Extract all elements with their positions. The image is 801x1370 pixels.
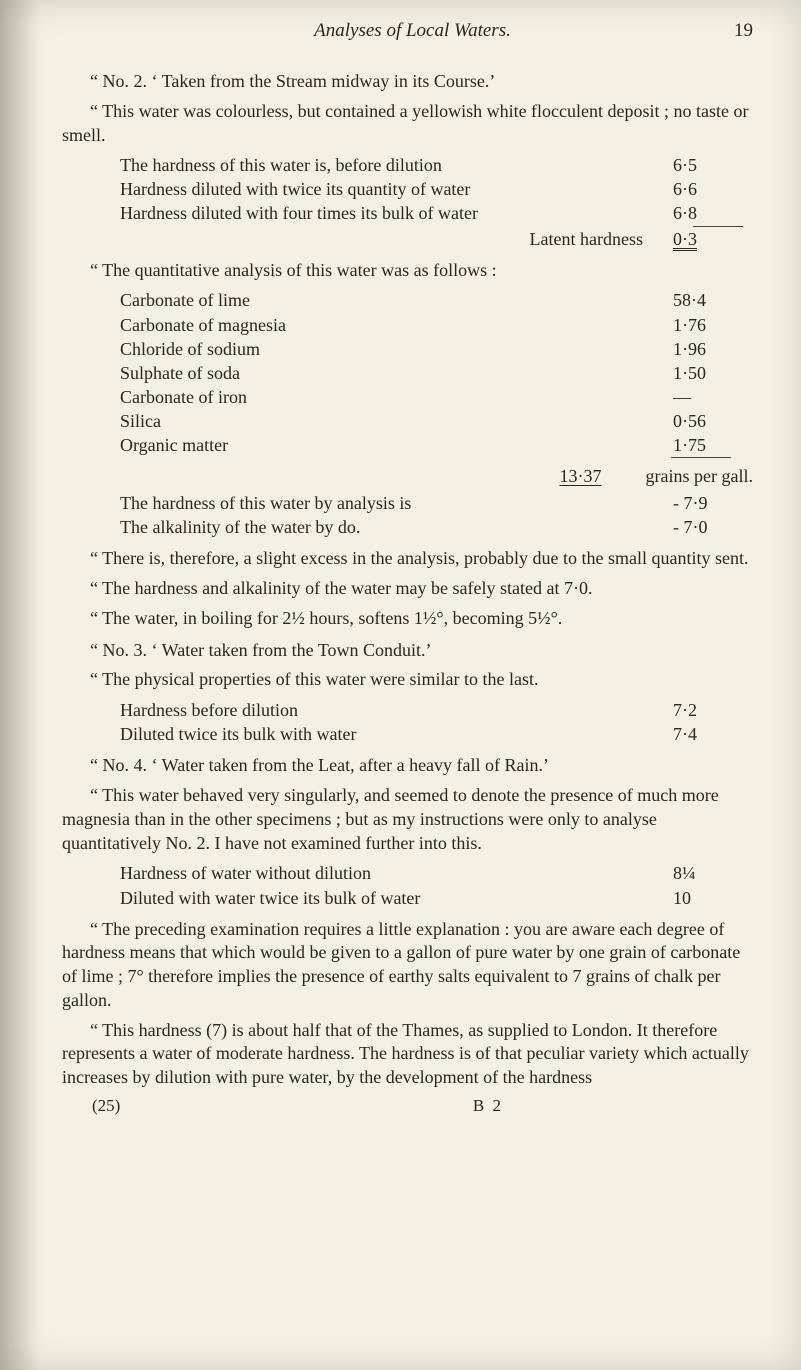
foot-left: (25) [92, 1096, 120, 1116]
row-value: 10 [673, 886, 753, 910]
row-label: Silica [120, 409, 673, 433]
row-label: Hardness diluted with four times its bul… [120, 201, 673, 225]
row-label: Diluted twice its bulk with water [120, 722, 673, 746]
list-row: Diluted twice its bulk with water7·4 [120, 722, 753, 746]
row-value: - 7·9 [673, 491, 753, 515]
row-value: 8¼ [673, 861, 753, 885]
row-value: — [673, 385, 753, 409]
para: “ There is, therefore, a slight excess i… [62, 547, 753, 571]
hardness-list-no2: The hardness of this water is, before di… [120, 153, 753, 250]
section-heading-no2: “ No. 2. ‘ Taken from the Stream midway … [62, 70, 753, 94]
list-row: Carbonate of lime58·4 [120, 288, 753, 312]
list-row: The hardness of this water is, before di… [120, 153, 753, 177]
row-label: The alkalinity of the water by do. [120, 515, 673, 539]
row-label: The hardness of this water by analysis i… [120, 491, 673, 515]
row-label: Sulphate of soda [120, 361, 673, 385]
heading-text: “ No. 2. ‘ Taken from the Stream midway … [90, 71, 495, 91]
signature: B 2 [473, 1096, 503, 1116]
heading-text: “ No. 4. ‘ Water taken from the Leat, af… [90, 755, 549, 775]
row-value: 0·56 [673, 409, 753, 433]
list-row: Diluted with water twice its bulk of wat… [120, 886, 753, 910]
row-value: 1·96 [673, 337, 753, 361]
spacer [120, 466, 560, 487]
total-row: 13·37 grains per gall. [120, 466, 753, 487]
binding-shadow [0, 0, 40, 1370]
row-value: 7·2 [673, 698, 753, 722]
para: “ This water behaved very singularly, an… [62, 784, 753, 855]
row-label: Carbonate of magnesia [120, 313, 673, 337]
list-row: Chloride of sodium1·96 [120, 337, 753, 361]
total-value: 13·37 [560, 466, 640, 487]
list-row: Organic matter1·75 [120, 433, 753, 457]
row-label: Latent hardness [120, 227, 673, 251]
v: 7·0 [684, 517, 708, 537]
para: “ The water, in boiling for 2½ hours, so… [62, 607, 753, 631]
row-value: - 7·0 [673, 515, 753, 539]
para: “ This hardness (7) is about half that o… [62, 1019, 753, 1090]
row-label: Carbonate of iron [120, 385, 673, 409]
hardness-list-no3: Hardness before dilution7·2 Diluted twic… [120, 698, 753, 746]
after-list: The hardness of this water by analysis i… [120, 491, 753, 539]
hardness-list-no4: Hardness of water without dilution8¼ Dil… [120, 861, 753, 909]
list-row: Hardness diluted with four times its bul… [120, 201, 753, 225]
list-row: Hardness before dilution7·2 [120, 698, 753, 722]
row-label: Chloride of sodium [120, 337, 673, 361]
analysis-list-no2: Carbonate of lime58·4 Carbonate of magne… [120, 288, 753, 458]
list-row: Silica0·56 [120, 409, 753, 433]
row-label: Hardness of water without dilution [120, 861, 673, 885]
row-label: Diluted with water twice its bulk of wat… [120, 886, 673, 910]
para: “ The hardness and alkalinity of the wat… [62, 577, 753, 601]
row-value: 7·4 [673, 722, 753, 746]
row-label: The hardness of this water is, before di… [120, 153, 673, 177]
row-label: Hardness diluted with twice its quantity… [120, 177, 673, 201]
section-heading-no4: “ No. 4. ‘ Water taken from the Leat, af… [62, 754, 753, 778]
page-number: 19 [713, 20, 753, 42]
list-row: Hardness of water without dilution8¼ [120, 861, 753, 885]
row-label: Organic matter [120, 433, 673, 457]
page: Analyses of Local Waters. 19 “ No. 2. ‘ … [0, 0, 801, 1370]
row-value: 1·75 [673, 433, 753, 457]
v: 7·9 [684, 493, 708, 513]
row-label: Carbonate of lime [120, 288, 673, 312]
list-row: Carbonate of iron— [120, 385, 753, 409]
row-value: 6·8 [673, 201, 753, 225]
para: “ This water was colourless, but contain… [62, 100, 753, 148]
row-value: 0·3 [673, 227, 753, 251]
list-row: Sulphate of soda1·50 [120, 361, 753, 385]
para: “ The quantitative analysis of this wate… [62, 259, 753, 283]
row-value: 6·6 [673, 177, 753, 201]
latent-row: Latent hardness 0·3 [120, 227, 753, 251]
section-heading-no3: “ No. 3. ‘ Water taken from the Town Con… [62, 639, 753, 663]
list-row: The hardness of this water by analysis i… [120, 491, 753, 515]
row-value: 6·5 [673, 153, 753, 177]
list-row: Hardness diluted with twice its quantity… [120, 177, 753, 201]
total-suffix: grains per gall. [646, 466, 753, 487]
rule [671, 457, 731, 458]
running-title: Analyses of Local Waters. [62, 20, 713, 42]
para: “ The physical properties of this water … [62, 668, 753, 692]
row-value: 1·76 [673, 313, 753, 337]
running-head: Analyses of Local Waters. 19 [62, 20, 753, 42]
heading-text: “ No. 3. ‘ Water taken from the Town Con… [90, 640, 432, 660]
list-row: The alkalinity of the water by do.- 7·0 [120, 515, 753, 539]
row-value: 58·4 [673, 288, 753, 312]
para: “ The preceding examination requires a l… [62, 918, 753, 1013]
list-row: Carbonate of magnesia1·76 [120, 313, 753, 337]
row-label: Hardness before dilution [120, 698, 673, 722]
row-value: 1·50 [673, 361, 753, 385]
